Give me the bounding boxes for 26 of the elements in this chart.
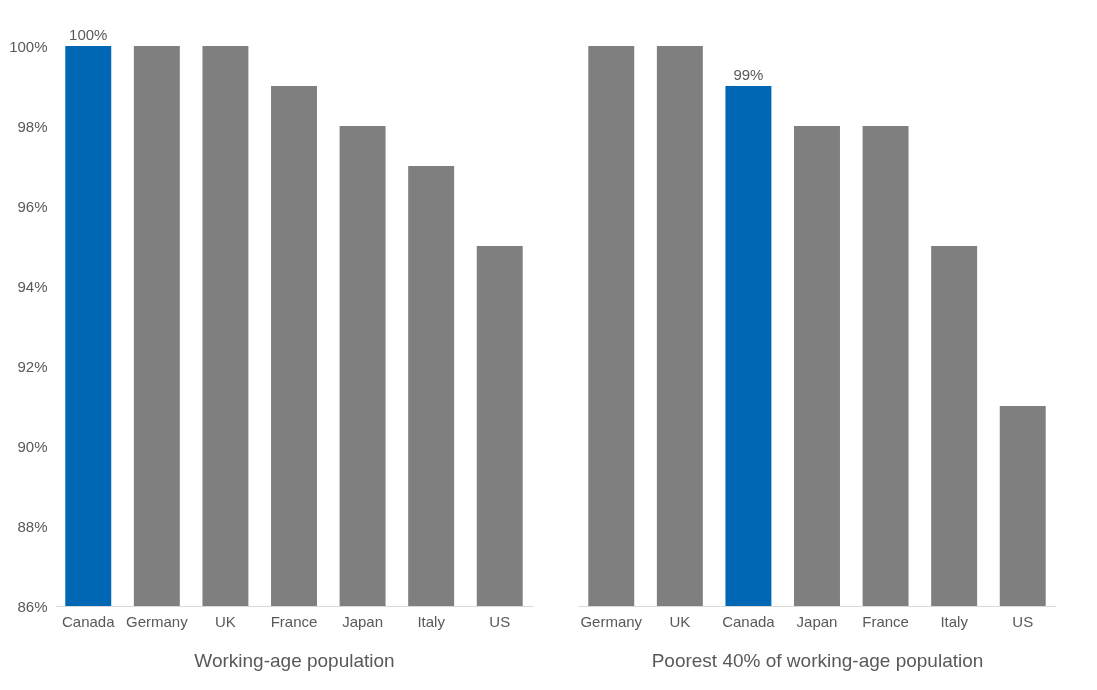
x-tick-label: Germany (580, 612, 643, 630)
x-tick-label: Canada (61, 612, 116, 630)
data-label: 99% (733, 66, 764, 83)
x-tick-label: France (270, 612, 318, 630)
x-tick-label: UK (669, 612, 691, 630)
y-tick-label: 96% (17, 197, 48, 215)
y-tick-label: 100% (9, 37, 48, 55)
x-tick-label: Japan (342, 612, 384, 630)
x-tick-label: US (1012, 612, 1034, 630)
y-tick-label: 88% (17, 517, 48, 535)
x-tick-label: US (489, 612, 511, 630)
x-tick-label: Italy (940, 612, 969, 630)
x-tick-label: Japan (796, 612, 838, 630)
x-tick-label: France (862, 612, 909, 630)
x-tick-label: Italy (417, 612, 446, 630)
x-tick-label: Germany (126, 612, 189, 630)
x-axis-title: Poorest 40% of working-age population (651, 649, 984, 671)
y-tick-label: 98% (17, 117, 48, 135)
y-tick-label: 92% (17, 357, 48, 375)
data-label: 100% (69, 26, 108, 43)
x-tick-label: Canada (722, 612, 776, 630)
x-tick-label: UK (215, 612, 236, 630)
y-tick-label: 86% (17, 597, 48, 615)
x-axis-title: Working-age population (194, 649, 395, 671)
y-tick-label: 94% (17, 277, 48, 295)
y-tick-label: 90% (17, 437, 48, 455)
